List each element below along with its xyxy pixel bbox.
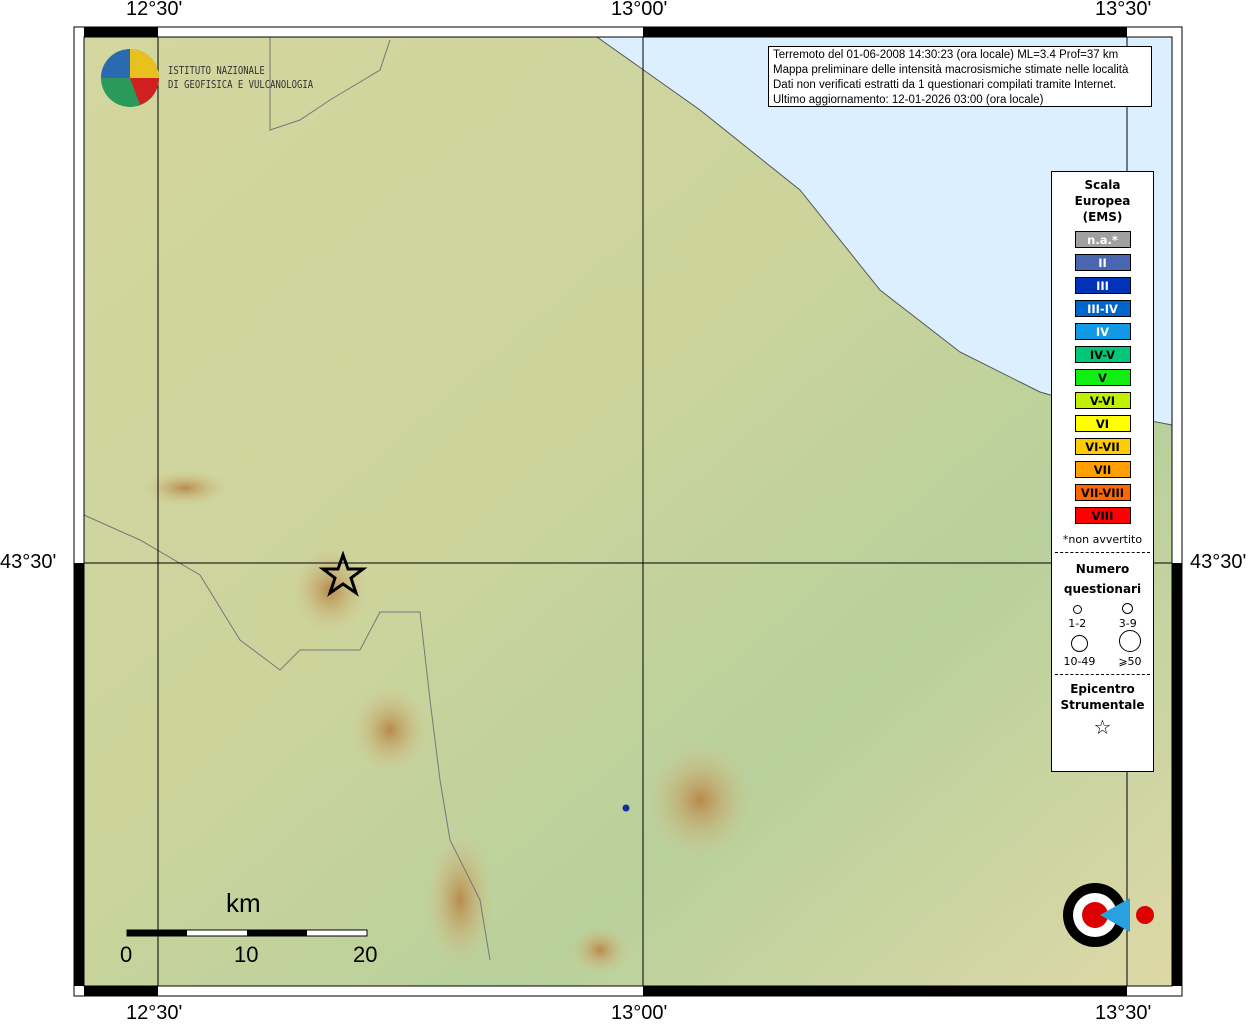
questionari-title: Numero	[1075, 562, 1130, 576]
info-line: Mappa preliminare delle intensità macros…	[773, 64, 1129, 76]
circle-medium-icon	[1122, 603, 1134, 614]
intensity-point[interactable]	[622, 804, 630, 812]
scalebar	[126, 929, 368, 937]
epicentro-title: Epicentro	[1070, 682, 1135, 696]
intensity-swatch: V	[1074, 369, 1131, 386]
info-line: Terremoto del 01-06-2008 14:30:23 (ora l…	[773, 49, 1119, 61]
ingv-line2: DI GEOFISICA E VULCANOLOGIA	[168, 79, 314, 91]
star-icon: ☆	[1093, 715, 1112, 739]
scalebar-unit: km	[226, 888, 261, 918]
info-line: Ultimo aggiornamento: 12-01-2026 03:00 (…	[773, 94, 1044, 106]
info-line: Dati non verificati estratti da 1 questi…	[773, 79, 1117, 91]
lon-label-bottom-3: 13°30'	[1095, 1002, 1152, 1024]
scalebar-tick: 20	[353, 942, 378, 967]
intensity-swatch: VI-VII	[1074, 438, 1131, 455]
intensity-swatch: II	[1074, 254, 1131, 271]
sea	[597, 37, 1172, 425]
lon-label-top-3: 13°30'	[1095, 0, 1152, 20]
lat-label-left: 43°30'	[0, 551, 57, 573]
epicentro-title: Strumentale	[1060, 698, 1145, 712]
lat-label-right: 43°30'	[1190, 551, 1247, 573]
q-label: 3-9	[1118, 617, 1137, 630]
lon-label-bottom-2: 13°00'	[611, 1002, 668, 1024]
scalebar-tick: 0	[120, 942, 133, 967]
map-frame	[73, 26, 1183, 997]
circle-large-icon	[1070, 635, 1088, 652]
haisentito-logo-icon	[1063, 883, 1154, 947]
legend: Scala Europea (EMS) n.a.* II III III-IV IV IV…	[1051, 171, 1154, 772]
legend-title: (EMS)	[1082, 210, 1123, 224]
questionari-title: questionari	[1063, 582, 1142, 596]
intensity-swatch: n.a.*	[1074, 231, 1131, 248]
intensity-swatch: III-IV	[1074, 300, 1131, 317]
q-label: ⩾50	[1118, 655, 1142, 668]
ingv-line1: ISTITUTO NAZIONALE	[168, 65, 265, 77]
legend-title: Scala	[1084, 178, 1121, 192]
intensity-swatch: IV-V	[1074, 346, 1131, 363]
lon-label-top-1: 12°30'	[126, 0, 183, 20]
ingv-logo-text: ISTITUTO NAZIONALE DI GEOFISICA E VULCAN…	[168, 64, 313, 92]
intensity-scale: n.a.* II III III-IV IV IV-V V V-VI VI VI-VII VII VI…	[1052, 231, 1153, 524]
intensity-swatch: IV	[1074, 323, 1131, 340]
q-label: 1-2	[1068, 617, 1087, 630]
intensity-swatch: VII-VIII	[1074, 484, 1131, 501]
lon-label-top-2: 13°00'	[611, 0, 668, 20]
legend-note: *non avvertito	[1062, 533, 1143, 546]
ingv-logo-icon	[101, 49, 159, 107]
scalebar-tick: 10	[234, 942, 259, 967]
circle-xlarge-icon	[1118, 630, 1141, 652]
intensity-swatch: VI	[1074, 415, 1131, 432]
intensity-swatch: VIII	[1074, 507, 1131, 524]
q-label: 10-49	[1063, 655, 1096, 668]
event-info-box: Terremoto del 01-06-2008 14:30:23 (ora l…	[768, 46, 1152, 107]
lon-label-bottom-1: 12°30'	[126, 1002, 183, 1024]
legend-title: Europea	[1074, 194, 1131, 208]
intensity-swatch: VII	[1074, 461, 1131, 478]
intensity-swatch: V-VI	[1074, 392, 1131, 409]
circle-small-icon	[1072, 605, 1082, 614]
intensity-swatch: III	[1074, 277, 1131, 294]
border	[83, 514, 491, 961]
epicenter-star-icon[interactable]	[318, 550, 368, 597]
